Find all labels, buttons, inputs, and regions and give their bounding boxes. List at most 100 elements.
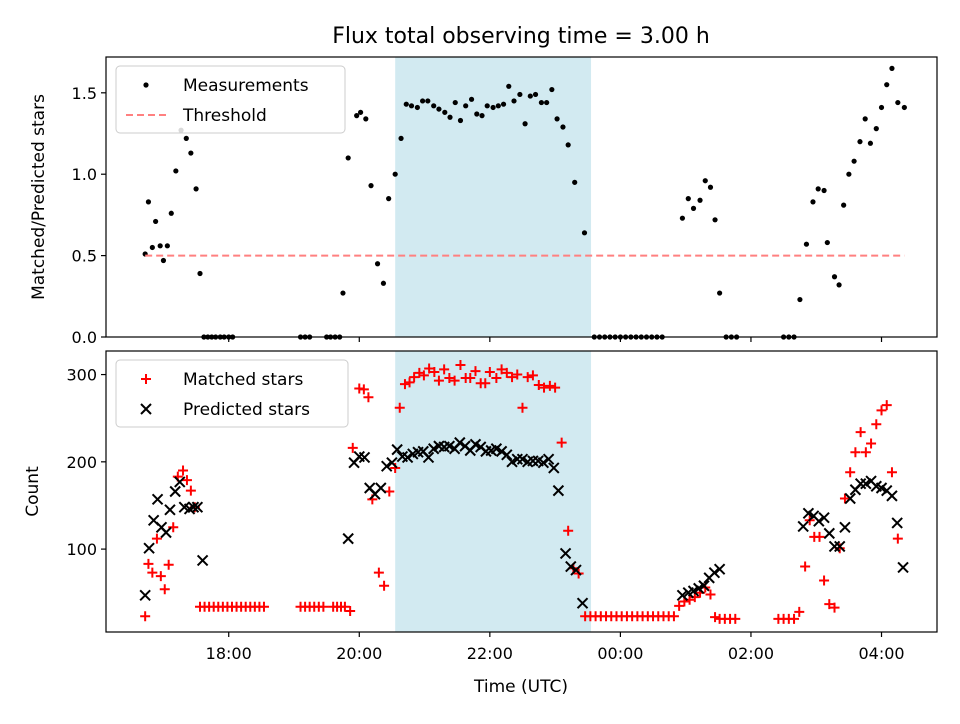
data-point — [844, 492, 856, 505]
data-point — [358, 451, 371, 464]
ratio-y-tick-label: 1.0 — [72, 165, 97, 184]
data-point — [399, 379, 410, 390]
data-point — [556, 437, 567, 448]
data-point — [157, 243, 163, 249]
data-point — [544, 99, 550, 106]
counts-y-axis-label: Count — [23, 466, 43, 517]
data-point — [188, 150, 194, 156]
x-tick-label: 02:00 — [728, 644, 774, 663]
data-point — [668, 611, 679, 622]
data-point — [550, 382, 561, 393]
data-point — [258, 601, 269, 612]
data-point — [685, 196, 691, 202]
data-point — [527, 93, 533, 99]
data-point — [363, 392, 374, 403]
data-point — [873, 126, 879, 132]
data-point — [380, 280, 387, 286]
data-point — [824, 599, 835, 610]
data-point — [901, 104, 907, 111]
data-point — [517, 402, 528, 413]
data-point — [797, 296, 803, 303]
data-point — [342, 532, 354, 545]
counts-legend: Matched stars Predicted stars — [115, 359, 349, 428]
ratio-observing-window — [395, 57, 592, 337]
data-point — [866, 438, 877, 449]
counts-y-tick-label: 300 — [66, 366, 97, 385]
data-point — [846, 171, 852, 177]
data-point — [895, 99, 901, 106]
data-point — [408, 103, 415, 109]
ratio-series-measurements — [142, 65, 907, 340]
data-point — [823, 527, 835, 540]
data-point — [851, 158, 857, 164]
data-point — [565, 142, 571, 148]
data-point — [191, 501, 204, 513]
data-point — [368, 183, 374, 189]
data-point — [850, 447, 861, 458]
data-point — [155, 571, 166, 582]
ratio-y-tick-label: 0.0 — [72, 328, 97, 347]
data-point — [491, 373, 502, 384]
data-point — [347, 442, 358, 453]
data-point — [548, 462, 560, 474]
ratio-panel: 0.0 0.5 1.0 1.5 Matched/Predicted stars Measu… — [29, 56, 938, 347]
ratio-y-tick-label: 0.5 — [72, 247, 97, 266]
data-point — [318, 601, 329, 612]
legend-key-plus — [141, 374, 151, 384]
data-point — [345, 606, 356, 617]
data-point — [452, 99, 458, 106]
data-point — [797, 520, 809, 533]
data-point — [891, 517, 903, 529]
data-point — [517, 91, 523, 98]
data-point — [565, 560, 577, 573]
data-point — [151, 493, 164, 506]
counts-axes-frame — [105, 350, 938, 633]
data-point — [354, 113, 360, 119]
data-point — [532, 91, 539, 98]
data-point — [454, 436, 466, 449]
data-point — [479, 113, 485, 119]
data-point — [552, 484, 565, 497]
data-point — [484, 366, 495, 377]
data-point — [881, 400, 892, 411]
data-point — [163, 559, 174, 570]
data-point — [173, 168, 179, 174]
data-point — [511, 453, 523, 465]
data-point — [878, 104, 885, 111]
x-tick-label: 04:00 — [858, 644, 904, 663]
data-point — [193, 186, 199, 192]
data-point — [829, 602, 840, 613]
data-point — [810, 199, 816, 205]
legend-label: Measurements — [183, 76, 309, 96]
legend-key-x — [140, 403, 152, 415]
data-point — [140, 611, 151, 622]
data-point — [674, 600, 685, 611]
data-point — [164, 243, 170, 249]
data-point — [554, 116, 560, 122]
data-point — [789, 613, 800, 624]
data-point — [698, 580, 710, 592]
data-point — [814, 531, 825, 542]
data-point — [828, 540, 841, 553]
data-point — [181, 475, 192, 486]
data-point — [374, 261, 381, 267]
ratio-legend: Measurements Threshold — [115, 65, 346, 134]
data-point — [468, 96, 475, 102]
data-point — [465, 373, 476, 384]
data-point — [841, 202, 847, 208]
data-point — [563, 525, 574, 536]
data-point — [363, 116, 369, 122]
data-point — [398, 135, 404, 141]
data-point — [496, 364, 507, 375]
data-point — [559, 547, 572, 560]
data-point — [394, 402, 405, 413]
data-point — [418, 370, 429, 381]
data-point — [539, 382, 550, 393]
data-point — [484, 103, 490, 109]
data-point — [149, 244, 155, 251]
legend-box — [115, 65, 346, 134]
data-point — [145, 199, 152, 205]
data-point — [490, 104, 496, 111]
data-point — [839, 493, 850, 504]
data-point — [511, 98, 517, 104]
